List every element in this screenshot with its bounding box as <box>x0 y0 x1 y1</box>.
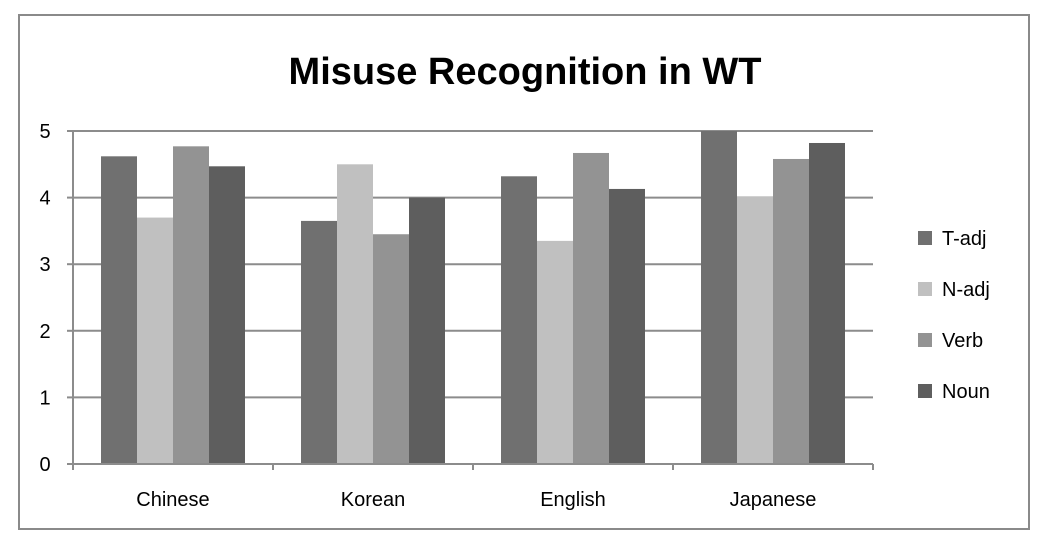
bar-verb-korean <box>373 234 409 464</box>
legend: T-adj N-adj Verb Noun <box>918 228 990 403</box>
y-tick-label: 1 <box>39 387 50 409</box>
bar-t-adj-korean <box>301 220 337 464</box>
bar-noun-korean <box>409 197 445 464</box>
bar-noun-english <box>609 188 645 464</box>
bars <box>101 131 845 465</box>
bar-noun-chinese <box>209 166 245 464</box>
chart-title: Misuse Recognition in WT <box>289 51 762 93</box>
y-tick-label: 4 <box>39 188 50 210</box>
legend-swatch-noun <box>918 384 932 398</box>
y-tick-label: 3 <box>39 254 50 276</box>
legend-swatch-t-adj <box>918 231 932 245</box>
legend-label: N-adj <box>942 279 990 301</box>
legend-label: Noun <box>942 381 990 403</box>
legend-swatch-n-adj <box>918 282 932 296</box>
bar-n-adj-korean <box>337 164 373 465</box>
bar-n-adj-chinese <box>137 217 173 464</box>
bar-n-adj-japanese <box>737 196 773 464</box>
legend-swatch-verb <box>918 333 932 347</box>
x-tick-label: Korean <box>341 489 406 511</box>
x-tick-label: English <box>540 489 606 511</box>
bar-t-adj-japanese <box>701 131 737 464</box>
bar-t-adj-chinese <box>101 156 137 465</box>
axes: 0 1 2 3 4 5 Chinese Korean English Japanese <box>39 121 874 511</box>
y-tick-label: 5 <box>39 121 50 143</box>
bar-verb-english <box>573 152 609 464</box>
bar-noun-japanese <box>809 142 845 464</box>
y-tick-label: 2 <box>39 321 50 343</box>
bar-t-adj-english <box>501 176 537 464</box>
bar-n-adj-english <box>537 240 573 464</box>
y-tick-label: 0 <box>39 454 50 476</box>
bar-verb-japanese <box>773 158 809 465</box>
x-tick-label: Japanese <box>730 489 817 511</box>
x-tick-label: Chinese <box>136 489 209 511</box>
bar-verb-chinese <box>173 146 209 464</box>
legend-label: Verb <box>942 330 983 352</box>
legend-label: T-adj <box>942 228 986 250</box>
